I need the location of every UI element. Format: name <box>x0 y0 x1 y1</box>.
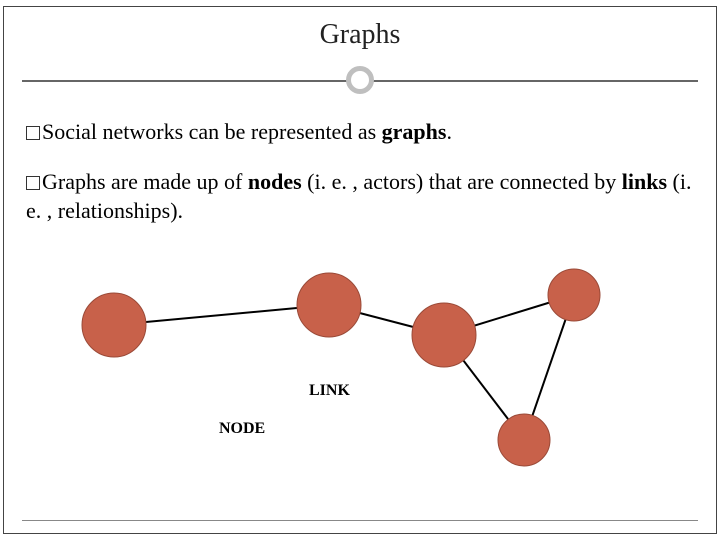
graph-node <box>548 269 600 321</box>
diagram-label-link: LINK <box>309 382 350 399</box>
graph-node <box>82 293 146 357</box>
diagram-label-node: NODE <box>219 420 265 437</box>
footer-bar <box>22 520 698 522</box>
title-area: Graphs <box>4 19 716 51</box>
bullet-1-bold1: graphs <box>382 119 447 144</box>
bullet-2: Graphs are made up of nodes (i. e. , act… <box>26 167 694 226</box>
graph-diagram: LINK NODE <box>4 265 720 505</box>
bullet-2-pre: Graphs are made up of <box>42 169 248 194</box>
bullet-1-pre: Social networks can be represented as <box>42 119 382 144</box>
bullet-box-icon <box>26 126 40 140</box>
bullet-1-post: . <box>446 119 452 144</box>
slide-frame: Graphs Social networks can be represente… <box>3 6 717 534</box>
graph-node <box>498 414 550 466</box>
bullet-1: Social networks can be represented as gr… <box>26 117 694 147</box>
content-area: Social networks can be represented as gr… <box>26 117 694 246</box>
page-title: Graphs <box>4 19 716 51</box>
circle-decor-icon <box>346 66 374 94</box>
graph-node <box>412 303 476 367</box>
graph-node <box>297 273 361 337</box>
bullet-2-mid: (i. e. , actors) that are connected by <box>302 169 622 194</box>
bullet-2-bold2: links <box>622 169 667 194</box>
bullet-box-icon <box>26 176 40 190</box>
bullet-2-bold1: nodes <box>248 169 302 194</box>
